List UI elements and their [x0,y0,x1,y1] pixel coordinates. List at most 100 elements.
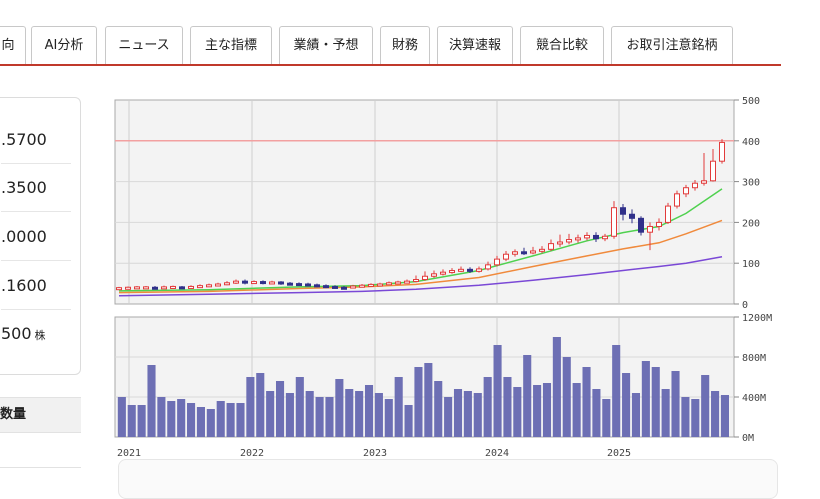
price-tick-label: 200 [742,218,760,229]
tab-underline [0,64,781,66]
volume-bar [295,377,304,437]
volume-bar [414,367,423,437]
candle-body [719,141,725,162]
candle-body [269,281,275,285]
tab-5[interactable]: 財務 [380,26,430,64]
volume-bar [384,399,393,437]
volume-bar [434,381,443,437]
volume-bar [483,377,492,437]
volume-bar [275,381,285,437]
volume-bar [701,375,710,437]
info-value-0: .5700 [1,116,71,164]
candle-body [638,217,644,233]
volume-bar [651,367,660,437]
volume-bar [523,355,532,437]
volume-bar [187,403,196,437]
volume-bar [424,363,433,437]
volume-bar [167,401,176,437]
candle-body [440,271,446,275]
candle-body [404,280,410,284]
candle-body [395,281,401,285]
volume-bar [177,399,186,437]
candle-body [350,285,356,289]
volume-bar [681,397,690,437]
volume-bar [463,391,472,437]
volume-bar [345,389,354,437]
x-tick-label: 2024 [485,448,509,459]
tab-3[interactable]: 主な指標 [190,26,272,64]
candle-body [287,282,293,286]
volume-bar [335,379,344,437]
candle-body [683,187,689,195]
candle-body [647,225,653,233]
volume-bar [661,389,670,437]
candle-body [386,282,392,286]
candle-body [359,284,365,288]
volume-bar [394,377,403,437]
candle-body [341,286,347,290]
candle-body [251,281,257,285]
candle-body [503,253,509,260]
volume-bar [206,409,215,437]
price-tick-label: 0 [742,300,748,311]
volume-bar [137,405,146,437]
candle-body [161,286,167,290]
candle-body [206,284,212,288]
tab-7[interactable]: 競合比較 [520,26,604,64]
volume-tick-label: 400M [742,393,766,404]
candle-body [170,285,176,289]
volume-bar [325,397,334,437]
volume-bar [305,391,314,437]
candle-body [620,207,626,215]
volume-bar [404,405,413,437]
volume-row-divider [0,467,81,468]
volume-bar [374,393,383,437]
info-value-1: .3500 [1,164,71,212]
tab-6[interactable]: 決算速報 [437,26,513,64]
candle-body [431,273,437,277]
candle-body [179,286,185,290]
candle-body [548,243,554,250]
volume-bar [503,377,512,437]
candle-body [233,280,239,284]
tab-1[interactable]: AI分析 [31,26,97,64]
candle-body [656,221,662,227]
price-plot-area [114,99,735,305]
volume-bar [582,367,591,437]
volume-bar [562,357,571,437]
tab-2[interactable]: ニュース [105,26,183,64]
volume-bar [493,345,502,437]
candle-body [377,283,383,287]
tab-4[interactable]: 業績・予想 [279,26,373,64]
candle-body [701,180,707,184]
price-tick-label: 300 [742,178,760,189]
candle-body [449,270,455,274]
candle-body [314,284,320,288]
volume-bar [364,385,374,437]
volume-bar [444,397,453,437]
candle-body [611,207,617,237]
x-tick-label: 2025 [607,448,631,459]
tab-0[interactable]: 向 [0,26,26,64]
ma-long-line [118,255,723,297]
candle-body [593,234,599,240]
volume-bar [671,371,680,437]
volume-bar [612,345,621,437]
volume-bar [542,383,552,437]
candle-body [494,258,500,266]
volume-bar [315,397,324,437]
volume-bar [533,385,542,437]
candle-body [674,193,680,207]
volume-bar [641,361,650,437]
x-tick-label: 2022 [240,448,264,459]
volume-bar [285,393,294,437]
candle-body [323,285,329,289]
candle-body [485,264,491,270]
volume-tick-label: 800M [742,353,766,364]
volume-bar [266,391,275,437]
tab-8[interactable]: お取引注意銘柄 [611,26,733,64]
volume-bar [216,401,225,437]
ma-mid-line [118,219,723,294]
candle-body [602,235,608,240]
volume-bar [473,393,482,437]
